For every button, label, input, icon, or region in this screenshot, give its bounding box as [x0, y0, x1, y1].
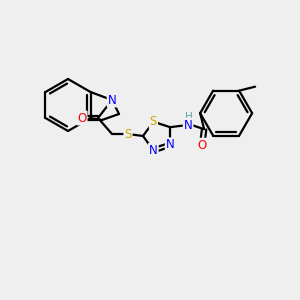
Text: O: O — [77, 112, 87, 124]
Text: N: N — [166, 138, 175, 151]
Text: N: N — [149, 144, 158, 157]
Text: N: N — [184, 119, 193, 132]
Text: N: N — [108, 94, 116, 106]
Text: S: S — [124, 128, 132, 140]
Text: O: O — [197, 139, 207, 152]
Text: S: S — [150, 115, 157, 128]
Text: H: H — [185, 112, 193, 122]
